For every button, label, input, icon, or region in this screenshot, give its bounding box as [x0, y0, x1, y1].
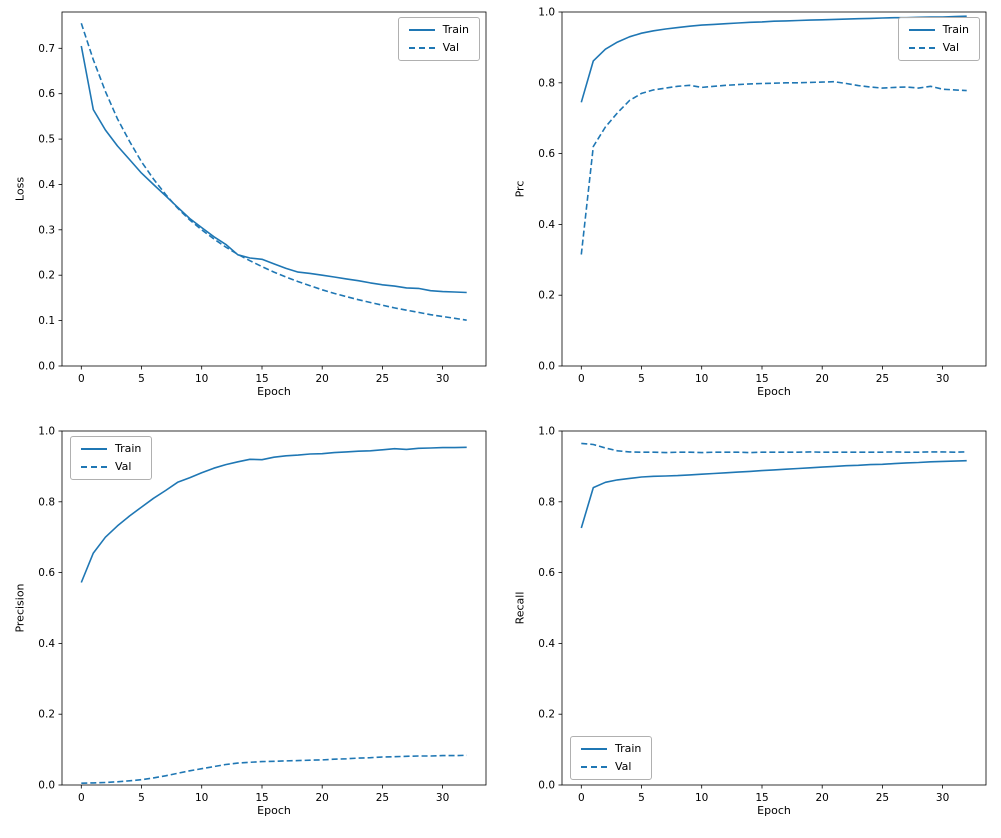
legend-entry-train: Train: [581, 743, 641, 755]
svg-text:20: 20: [816, 373, 829, 385]
svg-text:0.4: 0.4: [538, 638, 555, 650]
prc-legend: Train Val: [897, 17, 980, 61]
chart-precision: 0 5 10 15 20 25 30 0.0 0.2 0.4 0.6 0.8 1.0 Precision…: [0, 419, 500, 838]
svg-text:25: 25: [876, 792, 889, 804]
svg-text:0.4: 0.4: [38, 179, 55, 191]
recall-y-axis-label: Recall: [513, 591, 527, 625]
legend-label-train: Train: [942, 23, 969, 36]
loss-plot-canvas: 0 5 10 15 20 25 30 0.0 0.1 0.2 0.3 0.4 0.5 0.6 0.7: [38, 11, 487, 385]
svg-text:0.4: 0.4: [538, 219, 555, 231]
svg-text:0.1: 0.1: [38, 315, 55, 327]
svg-text:0.8: 0.8: [538, 496, 555, 508]
svg-text:0: 0: [578, 792, 585, 804]
svg-text:25: 25: [876, 373, 889, 385]
svg-text:0.8: 0.8: [38, 496, 55, 508]
svg-text:0.0: 0.0: [38, 780, 55, 792]
svg-text:0.5: 0.5: [38, 134, 55, 146]
svg-text:5: 5: [638, 373, 645, 385]
svg-text:30: 30: [436, 373, 449, 385]
svg-text:15: 15: [755, 373, 768, 385]
train-line-sample-icon: [581, 748, 607, 750]
val-line-sample-icon: [408, 47, 435, 49]
svg-text:15: 15: [755, 792, 768, 804]
legend-label-val: Val: [115, 460, 132, 473]
val-line-sample-icon: [81, 466, 107, 468]
svg-text:0.6: 0.6: [538, 148, 555, 160]
chart-loss: 0 5 10 15 20 25 30 0.0 0.1 0.2 0.3 0.4 0.5 0.6 0.7 Los…: [0, 0, 500, 419]
svg-text:25: 25: [376, 373, 389, 385]
svg-text:10: 10: [195, 373, 208, 385]
svg-text:5: 5: [138, 792, 145, 804]
svg-text:20: 20: [316, 792, 329, 804]
legend-entry-val: Val: [408, 41, 469, 54]
svg-text:0.2: 0.2: [38, 709, 55, 721]
svg-text:0.4: 0.4: [38, 638, 55, 650]
svg-text:10: 10: [695, 373, 708, 385]
precision-plot-canvas: 0 5 10 15 20 25 30 0.0 0.2 0.4 0.6 0.8 1.0: [38, 426, 487, 804]
loss-legend: Train Val: [397, 17, 480, 61]
svg-text:15: 15: [255, 792, 268, 804]
svg-text:20: 20: [316, 373, 329, 385]
svg-text:0.0: 0.0: [538, 780, 555, 792]
svg-text:0.2: 0.2: [538, 709, 555, 721]
svg-text:20: 20: [816, 792, 829, 804]
svg-text:1.0: 1.0: [38, 426, 55, 438]
legend-entry-train: Train: [81, 443, 141, 455]
svg-text:0.7: 0.7: [38, 43, 55, 55]
svg-text:30: 30: [436, 792, 449, 804]
svg-text:0.2: 0.2: [38, 270, 55, 282]
svg-text:0.0: 0.0: [538, 361, 555, 373]
prc-x-axis-label: Epoch: [757, 385, 791, 398]
legend-label-val: Val: [942, 41, 960, 54]
legend-label-train: Train: [615, 742, 642, 755]
svg-text:0.6: 0.6: [38, 567, 55, 579]
svg-text:0.6: 0.6: [38, 88, 55, 100]
legend-label-train: Train: [115, 442, 142, 455]
svg-text:10: 10: [195, 792, 208, 804]
svg-text:15: 15: [255, 373, 268, 385]
precision-x-axis-label: Epoch: [257, 804, 291, 817]
loss-y-axis-label: Loss: [13, 176, 27, 202]
legend-entry-train: Train: [408, 23, 469, 36]
svg-text:30: 30: [936, 373, 949, 385]
svg-text:0.3: 0.3: [38, 224, 55, 236]
precision-y-axis-label: Precision: [13, 583, 27, 633]
recall-legend: Train Val: [570, 736, 653, 780]
chart-prc: 0 5 10 15 20 25 30 0.0 0.2 0.4 0.6 0.8 1.0 Prc Epoch…: [500, 0, 1000, 419]
precision-legend: Train Val: [70, 436, 153, 480]
svg-text:0: 0: [78, 792, 85, 804]
recall-x-axis-label: Epoch: [757, 804, 791, 817]
prc-plot-canvas: 0 5 10 15 20 25 30 0.0 0.2 0.4 0.6 0.8 1.0: [538, 7, 987, 385]
svg-text:5: 5: [638, 792, 645, 804]
loss-x-axis-label: Epoch: [257, 385, 291, 398]
legend-label-train: Train: [442, 23, 469, 36]
svg-text:30: 30: [936, 792, 949, 804]
svg-text:0.6: 0.6: [538, 567, 555, 579]
legend-label-val: Val: [442, 41, 460, 54]
svg-text:0.2: 0.2: [538, 290, 555, 302]
train-line-sample-icon: [81, 448, 107, 450]
svg-text:0: 0: [78, 373, 85, 385]
legend-entry-val: Val: [908, 41, 969, 54]
legend-entry-train: Train: [908, 23, 969, 36]
svg-text:1.0: 1.0: [538, 7, 555, 19]
svg-text:1.0: 1.0: [538, 426, 555, 438]
val-line-sample-icon: [581, 766, 607, 768]
legend-entry-val: Val: [581, 761, 641, 773]
train-line-sample-icon: [908, 29, 935, 31]
chart-recall: 0 5 10 15 20 25 30 0.0 0.2 0.4 0.6 0.8 1.0 Recall Ep…: [500, 419, 1000, 838]
svg-text:5: 5: [138, 373, 145, 385]
svg-text:0.8: 0.8: [538, 77, 555, 89]
legend-label-val: Val: [615, 760, 632, 773]
svg-text:0.0: 0.0: [38, 361, 55, 373]
legend-entry-val: Val: [81, 461, 141, 473]
svg-text:25: 25: [376, 792, 389, 804]
prc-y-axis-label: Prc: [513, 180, 527, 198]
train-line-sample-icon: [408, 29, 435, 31]
svg-text:0: 0: [578, 373, 585, 385]
svg-text:10: 10: [695, 792, 708, 804]
val-line-sample-icon: [908, 47, 935, 49]
recall-plot-canvas: 0 5 10 15 20 25 30 0.0 0.2 0.4 0.6 0.8 1.0: [538, 426, 987, 804]
